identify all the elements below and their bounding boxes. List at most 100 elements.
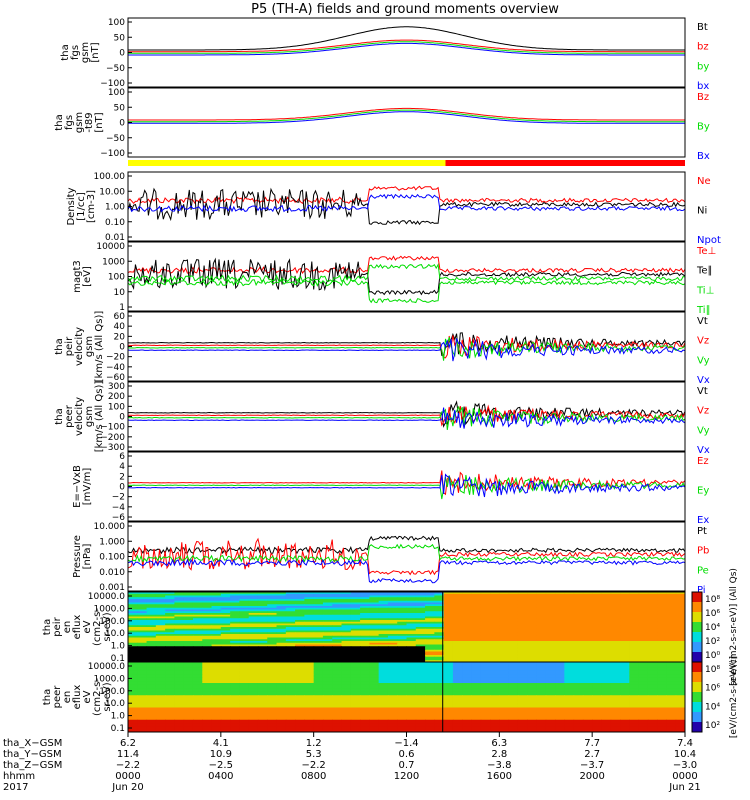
spectrogram-cell bbox=[415, 639, 426, 642]
spectrogram-cell bbox=[341, 655, 352, 658]
spectrogram-cell bbox=[285, 634, 296, 637]
spectrogram-cell bbox=[350, 600, 361, 603]
spectrogram-cell bbox=[378, 630, 389, 633]
spectrogram-cell bbox=[508, 683, 519, 686]
spectrogram-cell bbox=[564, 614, 575, 617]
spectrogram-cell bbox=[360, 599, 370, 602]
spectrogram-cell bbox=[462, 635, 472, 638]
spectrogram-cell bbox=[211, 714, 222, 717]
spectrogram-cell bbox=[480, 621, 491, 624]
spectrogram-cell bbox=[666, 634, 677, 637]
spectrogram-cell bbox=[415, 621, 426, 624]
spectrogram-cell bbox=[165, 714, 175, 717]
spectrogram-cell bbox=[415, 653, 426, 656]
spectrogram-cell bbox=[276, 688, 287, 691]
spectrogram-cell bbox=[452, 662, 463, 665]
spectrogram-cell bbox=[601, 672, 612, 675]
spectrogram-cell bbox=[443, 595, 454, 598]
spectrogram-cell bbox=[536, 646, 547, 649]
spectrogram-cell bbox=[332, 609, 343, 612]
spectrogram-cell bbox=[499, 704, 510, 707]
spectrogram-cell bbox=[257, 634, 268, 637]
spectrogram-cell bbox=[629, 602, 640, 605]
spectrogram-cell bbox=[499, 667, 510, 670]
spectrogram-cell bbox=[248, 625, 259, 628]
spectrogram-cell bbox=[582, 691, 593, 694]
spectrogram-cell bbox=[165, 609, 175, 612]
spectrogram-cell bbox=[471, 639, 482, 642]
spectrogram-cell bbox=[360, 686, 370, 689]
spectrogram-cell bbox=[452, 705, 463, 708]
spectrogram-cell bbox=[137, 704, 148, 707]
spectrogram-cell bbox=[378, 702, 389, 705]
spectrogram-cell bbox=[137, 695, 148, 698]
spectrogram-cell bbox=[647, 600, 658, 603]
spectrogram-cell bbox=[620, 621, 630, 624]
spectrogram-cell bbox=[480, 616, 491, 619]
spectrogram-cell bbox=[128, 614, 138, 617]
spectrogram-cell bbox=[592, 686, 602, 689]
spectrogram-cell bbox=[350, 705, 361, 708]
spectrogram-cell bbox=[387, 688, 398, 691]
spectrogram-cell bbox=[592, 709, 602, 712]
spectrogram-cell bbox=[425, 670, 435, 673]
spectrogram-cell bbox=[304, 665, 315, 668]
spectrogram-cell bbox=[174, 616, 185, 619]
spectrogram-cell bbox=[183, 620, 194, 623]
spectrogram-cell bbox=[313, 655, 324, 658]
spectrogram-cell bbox=[573, 716, 584, 719]
spectrogram-cell bbox=[230, 607, 240, 610]
spectrogram-cell bbox=[295, 632, 305, 635]
spectrogram-cell bbox=[248, 690, 259, 693]
spectrogram-cell bbox=[248, 683, 259, 686]
spectrogram-cell bbox=[592, 725, 602, 728]
spectrogram-cell bbox=[295, 653, 305, 656]
spectrogram-cell bbox=[638, 712, 649, 715]
spectrogram-cell bbox=[536, 656, 547, 659]
spectrogram-cell bbox=[128, 714, 138, 717]
spectrogram-cell bbox=[536, 690, 547, 693]
spectrogram-cell bbox=[443, 721, 454, 724]
spectrogram-cell bbox=[620, 676, 630, 679]
spectrogram-cell bbox=[545, 625, 556, 628]
spectrogram-cell bbox=[220, 730, 231, 732]
spectrogram-cell bbox=[313, 704, 324, 707]
spectrogram-cell bbox=[322, 672, 333, 675]
spectrogram-cell bbox=[304, 670, 315, 673]
spectrogram-cell bbox=[267, 611, 278, 614]
spectrogram-cell bbox=[582, 702, 593, 705]
spectrogram-cell bbox=[387, 634, 398, 637]
spectrogram-cell bbox=[666, 660, 677, 662]
spectrogram-cell bbox=[536, 726, 547, 729]
spectrogram-cell bbox=[490, 599, 500, 602]
spectrogram-cell bbox=[220, 642, 231, 645]
spectrogram-cell bbox=[202, 609, 213, 612]
spectrogram-cell bbox=[564, 648, 575, 651]
spectrogram-cell bbox=[638, 677, 649, 680]
spectrogram-cell bbox=[332, 600, 343, 603]
spectrogram-cell bbox=[295, 644, 305, 647]
spectrogram-cell bbox=[192, 670, 203, 673]
spectrogram-cell bbox=[415, 665, 426, 668]
spectrogram-cell bbox=[499, 597, 510, 600]
spectrogram-cell bbox=[657, 613, 667, 616]
spectrogram-cell bbox=[573, 693, 584, 696]
spectrogram-cell bbox=[601, 726, 612, 729]
spectrogram-cell bbox=[471, 716, 482, 719]
spectrogram-cell bbox=[183, 702, 194, 705]
spectrogram-cell bbox=[508, 646, 519, 649]
spectrogram-cell bbox=[350, 711, 361, 714]
spectrogram-cell bbox=[443, 607, 454, 610]
spectrogram-cell bbox=[155, 674, 166, 677]
spectrogram-cell bbox=[146, 669, 157, 672]
spectrogram-cell bbox=[322, 644, 333, 647]
spectrogram-cell bbox=[536, 627, 547, 630]
spectrogram-cell bbox=[369, 625, 380, 628]
spectrogram-cell bbox=[341, 592, 352, 595]
spectrogram-cell bbox=[647, 611, 658, 614]
spectrogram-cell bbox=[471, 611, 482, 614]
spectrogram-cell bbox=[527, 618, 537, 621]
y-tick-label: 0.001 bbox=[99, 583, 125, 593]
y-tick-label: 100 bbox=[108, 18, 125, 28]
series-pressure-pb bbox=[128, 537, 685, 576]
